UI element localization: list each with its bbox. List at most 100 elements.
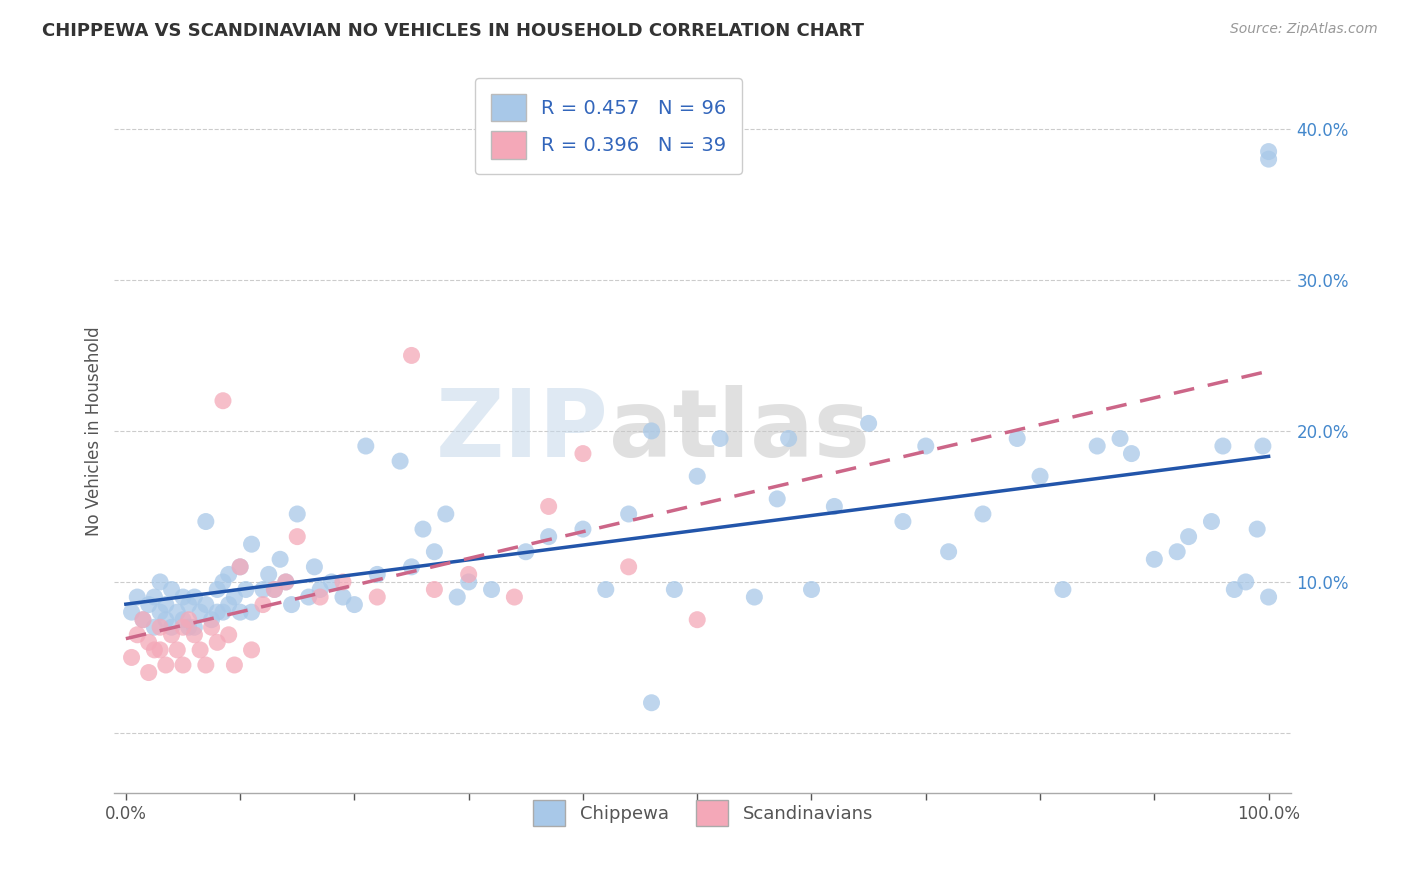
Point <box>423 582 446 597</box>
Point <box>423 545 446 559</box>
Point <box>744 590 766 604</box>
Point <box>446 590 468 604</box>
Point <box>229 559 252 574</box>
Point <box>138 665 160 680</box>
Point <box>891 515 914 529</box>
Point <box>332 574 354 589</box>
Point <box>709 432 731 446</box>
Point <box>972 507 994 521</box>
Text: ZIP: ZIP <box>436 385 609 477</box>
Point <box>1212 439 1234 453</box>
Point <box>212 574 235 589</box>
Point <box>172 658 194 673</box>
Point <box>938 545 960 559</box>
Point <box>434 507 457 521</box>
Point <box>212 605 235 619</box>
Point <box>401 559 423 574</box>
Point <box>207 635 229 649</box>
Point <box>1143 552 1166 566</box>
Point <box>252 598 274 612</box>
Point <box>138 635 160 649</box>
Point <box>1109 432 1132 446</box>
Point <box>1257 152 1279 166</box>
Point <box>188 643 211 657</box>
Point <box>194 515 217 529</box>
Point <box>143 590 166 604</box>
Point <box>240 643 263 657</box>
Text: atlas: atlas <box>609 385 870 477</box>
Point <box>207 582 229 597</box>
Text: CHIPPEWA VS SCANDINAVIAN NO VEHICLES IN HOUSEHOLD CORRELATION CHART: CHIPPEWA VS SCANDINAVIAN NO VEHICLES IN … <box>42 22 865 40</box>
Text: Source: ZipAtlas.com: Source: ZipAtlas.com <box>1230 22 1378 37</box>
Point <box>166 643 188 657</box>
Point <box>686 469 709 483</box>
Point <box>121 650 143 665</box>
Point <box>235 582 257 597</box>
Point <box>183 590 205 604</box>
Point <box>572 447 595 461</box>
Y-axis label: No Vehicles in Household: No Vehicles in Household <box>86 326 103 536</box>
Point <box>149 574 172 589</box>
Point <box>155 613 177 627</box>
Point <box>127 590 149 604</box>
Point <box>332 590 354 604</box>
Point <box>309 582 332 597</box>
Point <box>188 605 211 619</box>
Point <box>149 605 172 619</box>
Point <box>1257 590 1279 604</box>
Point <box>640 424 662 438</box>
Point <box>366 590 388 604</box>
Point <box>664 582 686 597</box>
Point <box>218 567 240 582</box>
Point <box>269 552 291 566</box>
Point <box>285 530 308 544</box>
Point <box>640 696 662 710</box>
Point <box>1257 145 1279 159</box>
Point <box>172 620 194 634</box>
Point <box>914 439 936 453</box>
Point <box>617 507 640 521</box>
Point <box>595 582 617 597</box>
Point <box>200 620 222 634</box>
Point <box>274 574 297 589</box>
Point <box>1029 469 1052 483</box>
Point <box>121 605 143 619</box>
Point <box>1166 545 1188 559</box>
Point <box>177 598 200 612</box>
Point <box>343 598 366 612</box>
Point <box>127 628 149 642</box>
Point <box>457 567 479 582</box>
Point <box>823 500 845 514</box>
Point <box>160 628 183 642</box>
Point <box>138 598 160 612</box>
Point <box>304 559 326 574</box>
Point <box>412 522 434 536</box>
Point <box>858 417 880 431</box>
Point <box>285 507 308 521</box>
Point <box>229 559 252 574</box>
Point <box>207 605 229 619</box>
Point <box>252 582 274 597</box>
Legend: Chippewa, Scandinavians: Chippewa, Scandinavians <box>523 791 882 835</box>
Point <box>1201 515 1223 529</box>
Point <box>200 613 222 627</box>
Point <box>1005 432 1028 446</box>
Point <box>172 613 194 627</box>
Point <box>218 628 240 642</box>
Point <box>160 620 183 634</box>
Point <box>183 620 205 634</box>
Point <box>274 574 297 589</box>
Point <box>686 613 709 627</box>
Point <box>224 590 246 604</box>
Point <box>1234 574 1257 589</box>
Point <box>537 500 560 514</box>
Point <box>572 522 595 536</box>
Point <box>537 530 560 544</box>
Point <box>1246 522 1268 536</box>
Point <box>132 613 155 627</box>
Point <box>229 605 252 619</box>
Point <box>263 582 285 597</box>
Point <box>617 559 640 574</box>
Point <box>155 658 177 673</box>
Point <box>224 658 246 673</box>
